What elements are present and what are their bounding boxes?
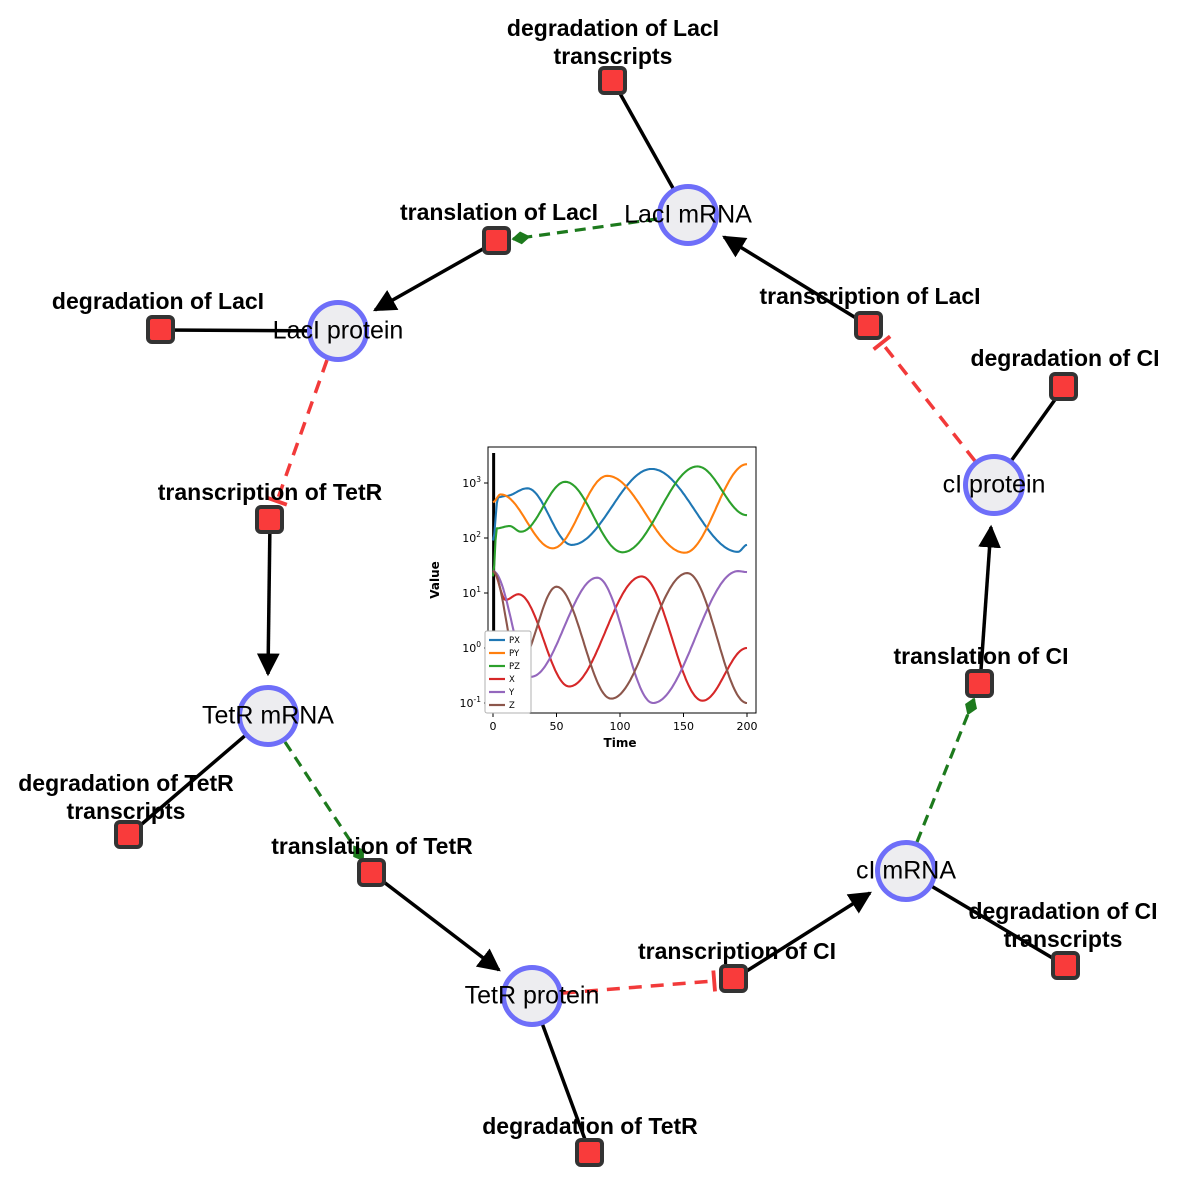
reaction-label-degradation-laci: degradation of LacI (51, 288, 265, 314)
reaction-node-translation-laci (482, 226, 511, 255)
edge-transcription-ci-to-mrna (733, 891, 872, 981)
plot-series-group (491, 453, 748, 713)
reaction-node-translation-ci (965, 669, 994, 698)
legend-box (484, 630, 532, 714)
label-line: degradation of CI (968, 898, 1158, 924)
x-tick-label: 50 (550, 720, 564, 733)
x-tick-label: 150 (673, 720, 694, 733)
edge-modifier-lacimrna-translation (511, 217, 658, 245)
reaction-node-transcription-ci (719, 964, 748, 993)
edge-inhibition-laciprotein-transcription-tetr (266, 359, 329, 507)
y-axis-label: Value (428, 561, 442, 599)
reaction-node-degradation-ci-transcripts (1051, 951, 1080, 980)
reaction-label-translation-ci: translation of CI (893, 643, 1069, 669)
reaction-label-degradation-tetr: degradation of TetR (482, 1113, 698, 1139)
reaction-node-degradation-laci-transcripts (598, 66, 627, 95)
series-Z (492, 570, 748, 705)
reaction-label-translation-laci: translation of LacI (399, 199, 599, 225)
series-Y (492, 570, 748, 705)
species-label-tetr-mrna: TetR mRNA (202, 701, 334, 730)
reaction-label-transcription-laci: transcription of LacI (759, 283, 981, 309)
reaction-label-degradation-ci: degradation of CI (970, 345, 1160, 371)
y-tick-label: 101 (462, 585, 481, 600)
edge-transcription-tetr-to-mrna (256, 519, 280, 677)
species-node-ci-mrna (875, 840, 937, 902)
series-PZ (491, 465, 748, 577)
label-line: degradation of TetR (18, 770, 234, 796)
species-node-laci-mrna (657, 184, 719, 246)
legend-label-PZ: PZ (509, 662, 520, 672)
reaction-node-degradation-ci (1049, 372, 1078, 401)
species-label-tetr-protein: TetR protein (464, 981, 600, 1010)
reaction-label-degradation-laci-transcripts: degradation of LacI transcripts (507, 14, 719, 70)
series-X (492, 570, 748, 702)
species-label-ci-protein: cI protein (942, 470, 1046, 499)
label-line: transcripts (553, 43, 673, 69)
reaction-node-degradation-tetr-transcripts (114, 820, 143, 849)
series-PX (491, 467, 748, 553)
y-tick-label: 100 (462, 640, 481, 655)
legend-label-PX: PX (509, 636, 520, 646)
reaction-node-transcription-laci (854, 311, 883, 340)
series-PY (492, 463, 748, 554)
label-line: degradation of LacI (506, 15, 720, 41)
y-tick-label: 102 (462, 530, 481, 545)
species-node-ci-protein (963, 454, 1025, 516)
legend-label-Z: Z (509, 701, 515, 711)
species-label-laci-protein: LacI protein (272, 316, 404, 345)
legend-label-Y: Y (508, 688, 515, 698)
edge-translation-tetr-to-protein (370, 871, 501, 972)
edge-modifier-cimrna-translation (915, 697, 977, 843)
species-node-laci-protein (307, 300, 369, 362)
species-node-tetr-protein (501, 965, 563, 1027)
y-tick-label: 103 (462, 475, 481, 490)
edge-transcription-laci-to-mrna (722, 235, 870, 328)
edge-translation-laci-to-protein (373, 239, 498, 312)
legend-label-X: X (509, 675, 515, 685)
species-label-ci-mrna: cI mRNA (856, 856, 956, 885)
label-line: transcripts (1003, 926, 1123, 952)
edge-translation-ci-to-protein (978, 524, 1001, 685)
reaction-node-degradation-tetr (575, 1138, 604, 1167)
legend-label-PY: PY (509, 649, 520, 659)
edge-modifier-tetrmrna-translation (283, 741, 365, 862)
time-series-chart: 0 50 100 150 200 10-1 100 101 102 103 Time Value PX P… (428, 446, 758, 750)
reaction-node-translation-tetr (357, 858, 386, 887)
x-axis-label: Time (604, 736, 637, 750)
x-tick-label: 100 (610, 720, 631, 733)
reaction-label-transcription-tetr: transcription of TetR (157, 479, 383, 505)
edge-inhibition-tetrprotein-transcription-ci (562, 970, 717, 995)
species-node-tetr-mrna (237, 685, 299, 747)
label-line: transcripts (66, 798, 186, 824)
reaction-node-degradation-laci (146, 315, 175, 344)
edge-cimrna-degradation-transcripts (905, 869, 1067, 968)
x-tick-label: 0 (490, 720, 497, 733)
simulation-plot-inset: 0 50 100 150 200 10-1 100 101 102 103 Time Value PX P… (415, 435, 775, 770)
reaction-label-translation-tetr: translation of TetR (271, 833, 473, 859)
edge-inhibition-ciprotein-transcription-laci (872, 334, 977, 463)
reaction-label-transcription-ci: transcription of CI (637, 938, 837, 964)
species-label-laci-mrna: LacI mRNA (624, 200, 752, 229)
x-tick-label: 200 (737, 720, 758, 733)
reaction-node-transcription-tetr (255, 505, 284, 534)
reaction-label-degradation-tetr-transcripts: degradation of TetR transcripts (18, 769, 234, 825)
y-tick-label: 10-1 (460, 695, 482, 710)
reaction-label-degradation-ci-transcripts: degradation of CI transcripts (968, 897, 1157, 953)
